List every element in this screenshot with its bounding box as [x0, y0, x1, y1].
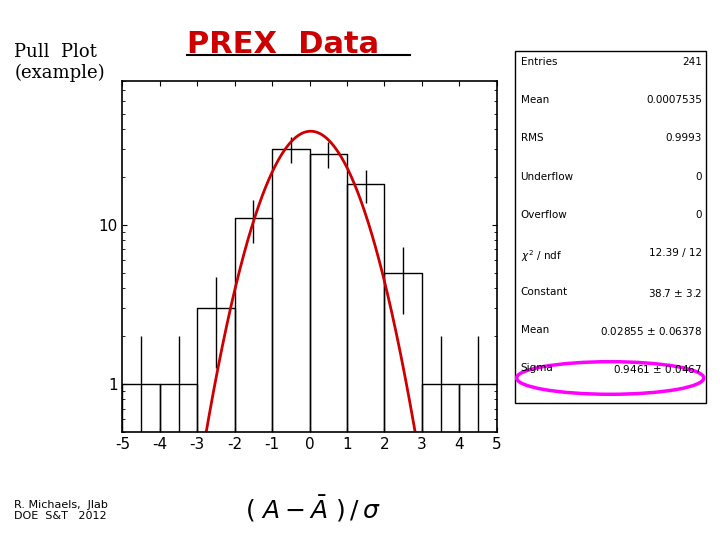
Text: PREX  Data: PREX Data — [187, 30, 379, 59]
Text: Mean: Mean — [521, 325, 549, 335]
Text: Pull  Plot
(example): Pull Plot (example) — [14, 43, 105, 82]
Text: Overflow: Overflow — [521, 210, 567, 220]
Text: Entries: Entries — [521, 57, 557, 67]
Text: 0.9993: 0.9993 — [665, 133, 702, 144]
Text: 0: 0 — [696, 210, 702, 220]
Text: R. Michaels,  Jlab
DOE  S&T   2012: R. Michaels, Jlab DOE S&T 2012 — [14, 500, 108, 521]
Text: 241: 241 — [682, 57, 702, 67]
Text: 0.0007535: 0.0007535 — [646, 95, 702, 105]
Text: $\chi^2$ / ndf: $\chi^2$ / ndf — [521, 248, 562, 264]
Text: RMS: RMS — [521, 133, 543, 144]
Text: 38.7 $\pm$ 3.2: 38.7 $\pm$ 3.2 — [647, 287, 702, 299]
Text: $( \ A - \bar{A} \ ) \,/\, \sigma$: $( \ A - \bar{A} \ ) \,/\, \sigma$ — [246, 494, 381, 524]
Text: 12.39 / 12: 12.39 / 12 — [649, 248, 702, 259]
Text: Constant: Constant — [521, 287, 567, 297]
Text: 0.9461 $\pm$ 0.0467: 0.9461 $\pm$ 0.0467 — [613, 363, 702, 375]
Text: 0: 0 — [696, 172, 702, 182]
Text: 0.02855 $\pm$ 0.06378: 0.02855 $\pm$ 0.06378 — [600, 325, 702, 337]
Text: Sigma: Sigma — [521, 363, 553, 374]
Text: Underflow: Underflow — [521, 172, 574, 182]
Text: Mean: Mean — [521, 95, 549, 105]
